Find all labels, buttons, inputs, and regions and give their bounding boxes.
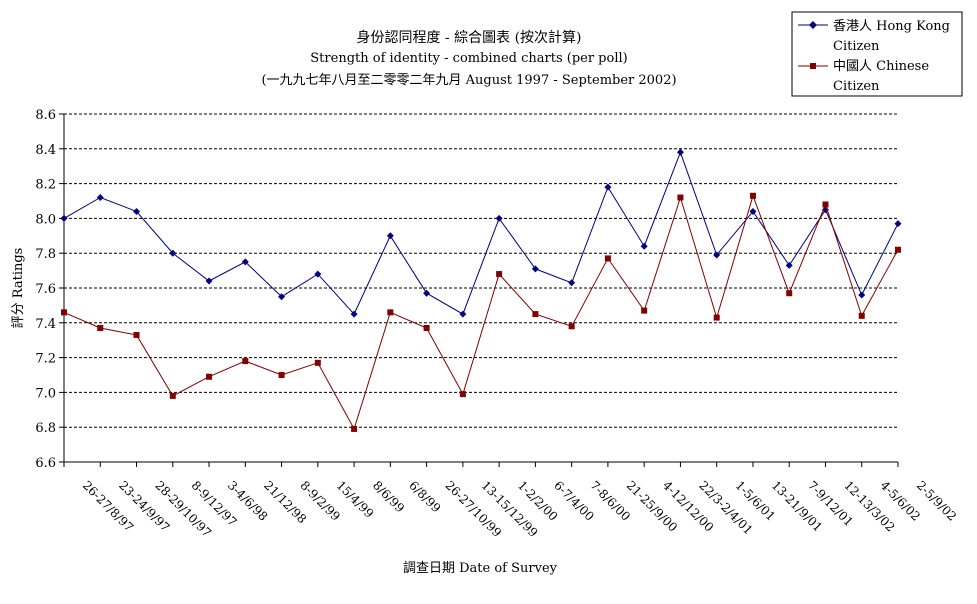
legend-label-cn-2: Citizen <box>833 79 880 94</box>
data-point <box>895 246 901 253</box>
gridlines <box>64 113 898 428</box>
data-point <box>423 325 430 332</box>
series <box>60 148 902 432</box>
series-line-0 <box>63 150 899 315</box>
data-point <box>350 310 358 318</box>
data-point <box>568 323 575 330</box>
data-point <box>496 271 503 278</box>
data-point <box>604 255 611 262</box>
data-point <box>858 312 865 319</box>
data-point <box>676 148 684 156</box>
legend-marker-cn <box>810 63 816 69</box>
data-point <box>278 293 286 301</box>
data-point <box>96 194 104 202</box>
data-point <box>169 249 177 257</box>
y-tick-label: 7.4 <box>35 317 56 332</box>
legend-label-cn-1: 中國人 Chinese <box>833 59 929 74</box>
data-point <box>495 214 503 222</box>
legend-label-hk-2: Citizen <box>833 39 880 54</box>
legend: 香港人 Hong Kong Citizen 中國人 Chinese Citize… <box>791 11 963 97</box>
data-point <box>314 359 321 366</box>
x-tick-label: 2-5/9/02 <box>914 478 959 523</box>
legend-marker-hk <box>809 21 817 29</box>
chart-subtitle-2: (一九九七年八月至二零零二年九月 August 1997 - September… <box>261 73 676 88</box>
y-tick-label: 8.2 <box>35 178 56 193</box>
axes: 6.66.87.07.27.47.67.88.08.28.48.626-27/8… <box>35 108 959 540</box>
y-tick-label: 8.6 <box>35 108 56 123</box>
x-axis-label: 調查日期 Date of Survey <box>403 561 558 576</box>
chart-subtitle: Strength of identity - combined charts (… <box>310 51 627 66</box>
data-point <box>60 214 68 222</box>
data-point <box>133 331 140 338</box>
series-line-1 <box>63 194 899 431</box>
data-point <box>532 311 539 318</box>
data-point <box>604 183 612 191</box>
y-tick-label: 8.0 <box>35 212 56 227</box>
data-point <box>713 314 720 321</box>
data-point <box>97 325 104 332</box>
data-point <box>423 289 431 297</box>
y-tick-label: 6.6 <box>35 456 56 471</box>
data-point <box>205 277 213 285</box>
data-point <box>387 309 394 316</box>
y-tick-label: 7.8 <box>35 247 56 262</box>
data-point <box>459 310 467 318</box>
data-point <box>242 358 249 365</box>
data-point <box>169 392 176 399</box>
data-point <box>459 391 466 398</box>
data-point <box>677 194 684 201</box>
data-point <box>641 307 648 314</box>
data-point <box>278 372 285 378</box>
y-axis-label: 評分 Ratings <box>11 248 26 329</box>
data-point <box>386 232 394 240</box>
data-point <box>133 207 141 215</box>
data-point <box>531 265 539 273</box>
data-point <box>206 373 213 380</box>
y-tick-label: 7.6 <box>35 282 56 297</box>
data-point <box>858 291 866 299</box>
data-point <box>314 270 322 278</box>
data-point <box>640 242 648 250</box>
legend-box <box>791 11 963 97</box>
y-tick-label: 8.4 <box>35 143 56 158</box>
legend-label-hk-1: 香港人 Hong Kong <box>833 19 950 34</box>
data-point <box>822 201 829 208</box>
data-point <box>713 251 721 259</box>
data-point <box>785 261 793 269</box>
x-tick-label: 6/8/99 <box>406 478 443 515</box>
data-point <box>351 425 358 432</box>
data-point <box>61 309 67 316</box>
y-tick-label: 7.0 <box>35 386 56 401</box>
data-point <box>241 258 249 266</box>
data-point <box>786 290 793 297</box>
y-tick-label: 7.2 <box>35 352 56 367</box>
y-tick-label: 6.8 <box>35 421 56 436</box>
data-point <box>749 207 757 215</box>
data-point <box>894 220 902 228</box>
data-point <box>568 279 576 287</box>
chart-title: 身份認同程度 - 綜合圖表 (按次計算) <box>356 30 581 46</box>
data-point <box>749 192 756 199</box>
